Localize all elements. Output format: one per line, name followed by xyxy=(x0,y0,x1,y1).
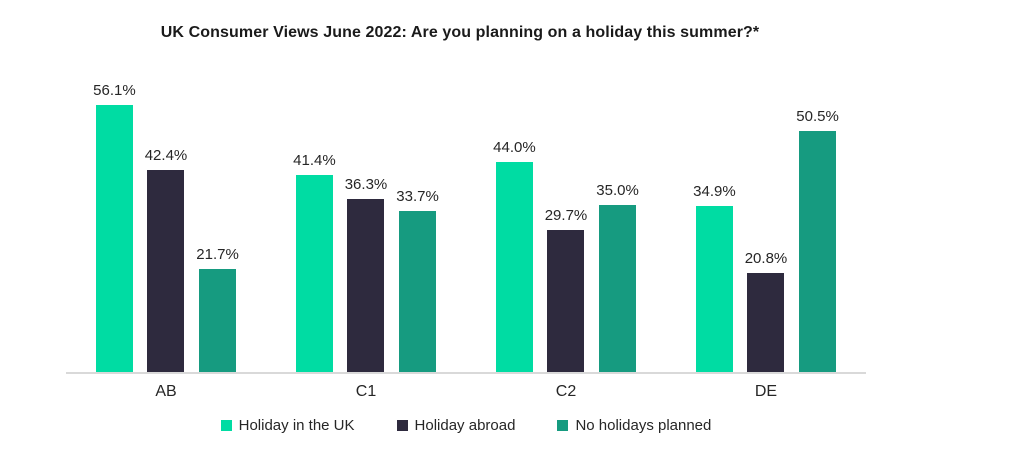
bar xyxy=(695,205,733,372)
legend-label: Holiday in the UK xyxy=(238,417,355,434)
data-label: 20.8% xyxy=(744,249,788,267)
legend-label: No holidays planned xyxy=(575,417,712,434)
bar-column: 56.1% xyxy=(93,82,136,372)
bar-column: 50.5% xyxy=(796,108,839,372)
data-label: 29.7% xyxy=(544,207,588,225)
bar-column: 42.4% xyxy=(144,146,188,372)
legend-item-holiday-in-uk: Holiday in the UK xyxy=(220,417,355,434)
bar-group-c2: 44.0% 29.7% 35.0% xyxy=(466,88,666,372)
bar xyxy=(599,205,637,372)
data-label: 42.4% xyxy=(144,146,188,164)
bar-column: 35.0% xyxy=(596,182,639,372)
data-label: 33.7% xyxy=(396,188,439,206)
bar-column: 21.7% xyxy=(196,246,239,372)
bar xyxy=(295,174,333,372)
x-axis-label-de: DE xyxy=(754,383,778,400)
x-axis-label-c1: C1 xyxy=(355,383,377,400)
bar-column: 36.3% xyxy=(344,176,388,372)
x-axis: AB C1 C2 DE xyxy=(66,374,866,401)
bar-group-ab: 56.1% 42.4% 21.7% xyxy=(66,82,266,372)
data-label: 56.1% xyxy=(93,81,136,99)
legend-swatch-icon xyxy=(220,420,232,431)
data-label: 41.4% xyxy=(293,151,336,169)
legend-swatch-icon xyxy=(557,420,569,431)
chart-area: UK Consumer Views June 2022: Are you pla… xyxy=(66,24,866,434)
plot-area: 56.1% 42.4% 21.7% 41.4% 36.3% 33.7% 44.0% 29.7%… xyxy=(66,82,866,374)
data-label: 34.9% xyxy=(693,182,736,200)
data-label: 35.0% xyxy=(596,182,639,200)
bar-column: 29.7% xyxy=(544,207,588,372)
bar-column: 33.7% xyxy=(396,188,439,372)
data-label: 44.0% xyxy=(493,139,536,157)
legend-item-no-holidays: No holidays planned xyxy=(557,417,711,434)
bar xyxy=(147,169,185,372)
bar-column: 20.8% xyxy=(744,249,788,372)
bar xyxy=(495,162,533,372)
bar xyxy=(399,211,437,372)
data-label: 21.7% xyxy=(196,245,239,263)
bar-column: 44.0% xyxy=(493,139,536,372)
bar xyxy=(747,272,785,372)
bar xyxy=(799,131,837,372)
legend-swatch-icon xyxy=(396,420,408,431)
bar-group-c1: 41.4% 36.3% 33.7% xyxy=(266,88,466,372)
bar xyxy=(547,230,585,372)
bar-group-de: 34.9% 20.8% 50.5% xyxy=(666,88,866,372)
bar xyxy=(347,199,385,372)
legend: Holiday in the UK Holiday abroad No holi… xyxy=(66,417,866,434)
bar xyxy=(199,268,237,372)
bar-column: 34.9% xyxy=(693,183,736,372)
legend-item-holiday-abroad: Holiday abroad xyxy=(396,417,516,434)
chart-title: UK Consumer Views June 2022: Are you pla… xyxy=(160,24,760,41)
data-label: 50.5% xyxy=(796,108,839,126)
legend-label: Holiday abroad xyxy=(414,417,516,434)
x-axis-label-ab: AB xyxy=(155,383,177,400)
bar-column: 41.4% xyxy=(293,152,336,372)
bar xyxy=(95,104,133,372)
x-axis-label-c2: C2 xyxy=(555,383,577,400)
data-label: 36.3% xyxy=(344,176,388,193)
